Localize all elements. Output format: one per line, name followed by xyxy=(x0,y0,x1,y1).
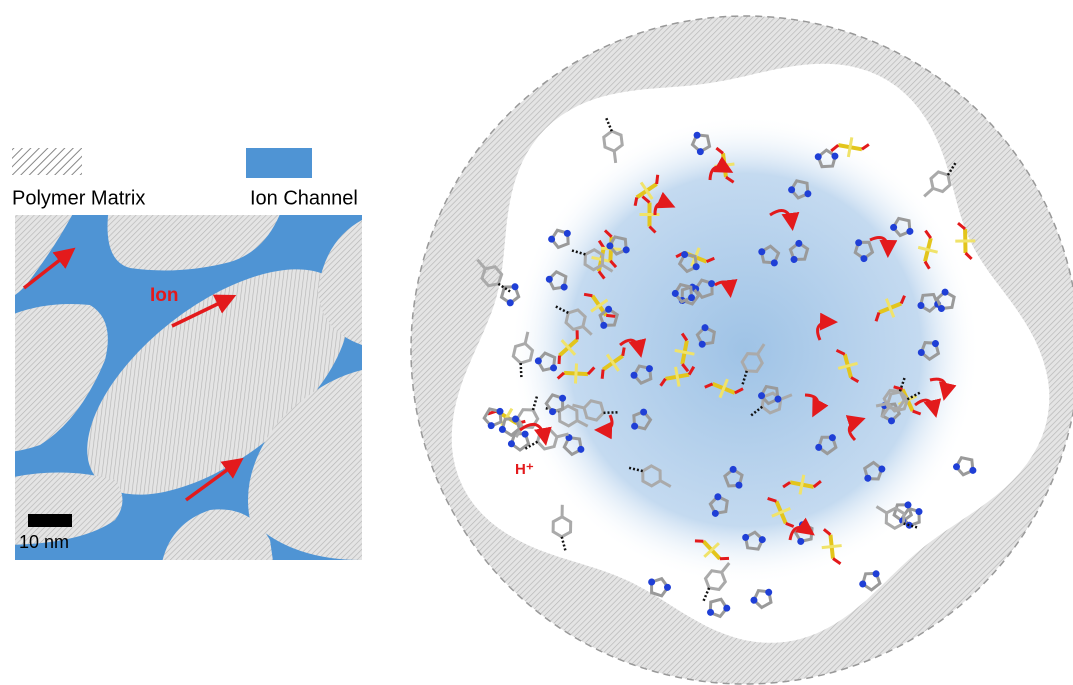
pore-view xyxy=(411,16,1073,684)
channel-swatch xyxy=(246,148,312,178)
legend-label: Ion Channel xyxy=(250,187,358,209)
legend-label: Polymer Matrix xyxy=(12,187,145,209)
matrix-swatch xyxy=(12,148,82,175)
scale-label: 10 nm xyxy=(19,532,69,552)
bond xyxy=(822,546,842,548)
figure: Polymer Matrix Ion Channel Ion 10 nm H⁺ xyxy=(0,0,1073,685)
bond xyxy=(614,151,615,163)
scale-bar xyxy=(28,514,72,527)
bond xyxy=(575,364,576,384)
ion-label: Ion xyxy=(150,285,179,306)
proton-label: H⁺ xyxy=(515,461,534,478)
